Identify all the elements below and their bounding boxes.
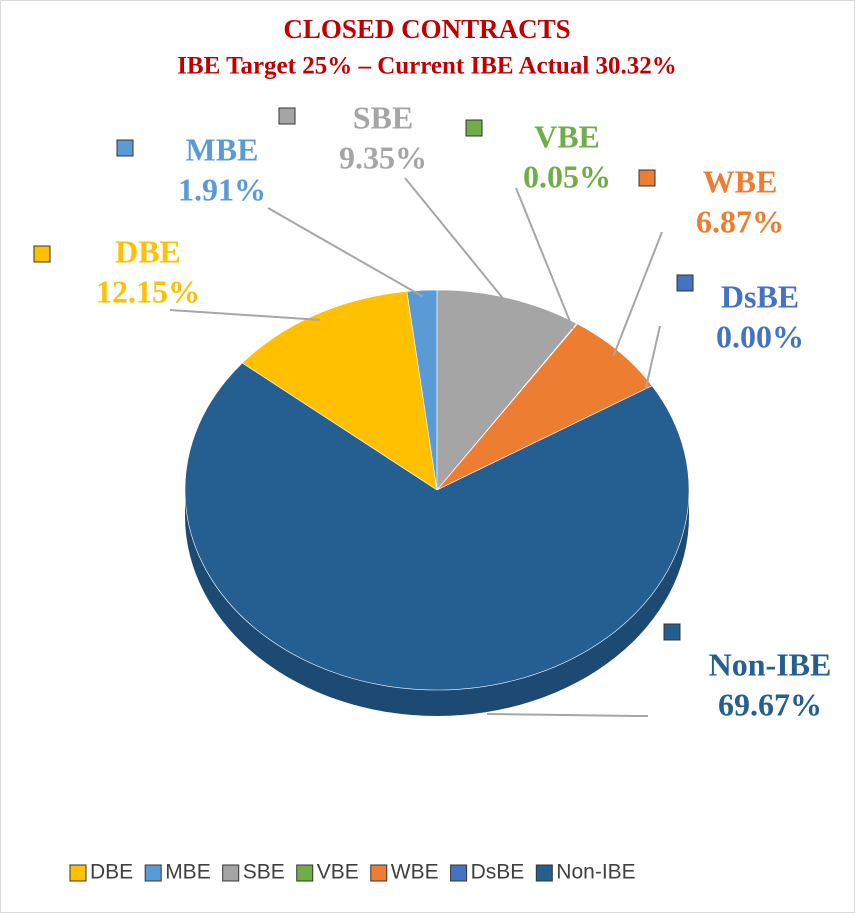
data-label-name: DsBE xyxy=(721,278,799,314)
legend-label: MBE xyxy=(165,861,211,884)
legend-label: DBE xyxy=(90,861,133,884)
data-label-name: VBE xyxy=(534,118,600,154)
data-label-name: SBE xyxy=(353,99,413,135)
leader-line xyxy=(169,309,320,321)
legend-swatch xyxy=(535,864,553,882)
chart-subtitle: IBE Target 25% – Current IBE Actual 30.3… xyxy=(177,53,677,80)
chart-title: CLOSED CONTRACTS xyxy=(283,14,570,44)
label-marker xyxy=(278,107,296,125)
legend-label: Non-IBE xyxy=(556,861,635,884)
leader-line xyxy=(515,187,574,330)
data-label-name: Non-IBE xyxy=(709,646,832,682)
data-label: 6.87% xyxy=(696,203,784,239)
legend-swatch xyxy=(144,864,162,882)
data-label: 12.15% xyxy=(96,273,200,309)
label-marker xyxy=(663,623,681,641)
data-label: 0.00% xyxy=(716,318,804,354)
legend-label: DsBE xyxy=(471,861,525,884)
data-label: 1.91% xyxy=(178,171,266,207)
legend-label: SBE xyxy=(243,861,285,884)
data-label: 69.67% xyxy=(718,686,822,722)
leader-line xyxy=(404,177,509,305)
leader-line xyxy=(644,325,661,390)
data-label-name: MBE xyxy=(186,131,259,167)
label-marker xyxy=(33,245,51,263)
legend-swatch xyxy=(450,864,468,882)
leader-line xyxy=(486,713,648,717)
legend-swatch xyxy=(370,864,388,882)
data-label-name: WBE xyxy=(703,163,778,199)
legend-swatch xyxy=(296,864,314,882)
label-marker xyxy=(116,139,134,157)
label-marker xyxy=(465,119,483,137)
leader-line xyxy=(267,207,423,298)
leader-line xyxy=(612,231,663,357)
legend-swatch xyxy=(69,864,87,882)
label-marker xyxy=(638,169,656,187)
data-label-name: DBE xyxy=(115,233,181,269)
pie-slice xyxy=(241,291,438,491)
label-marker xyxy=(676,274,694,292)
legend-label: VBE xyxy=(317,861,359,884)
legend-label: WBE xyxy=(391,861,439,884)
data-label: 0.05% xyxy=(523,158,611,194)
data-label: 9.35% xyxy=(339,139,427,175)
pie-slice xyxy=(436,323,653,491)
legend-swatch xyxy=(222,864,240,882)
pie-slice xyxy=(184,362,690,691)
